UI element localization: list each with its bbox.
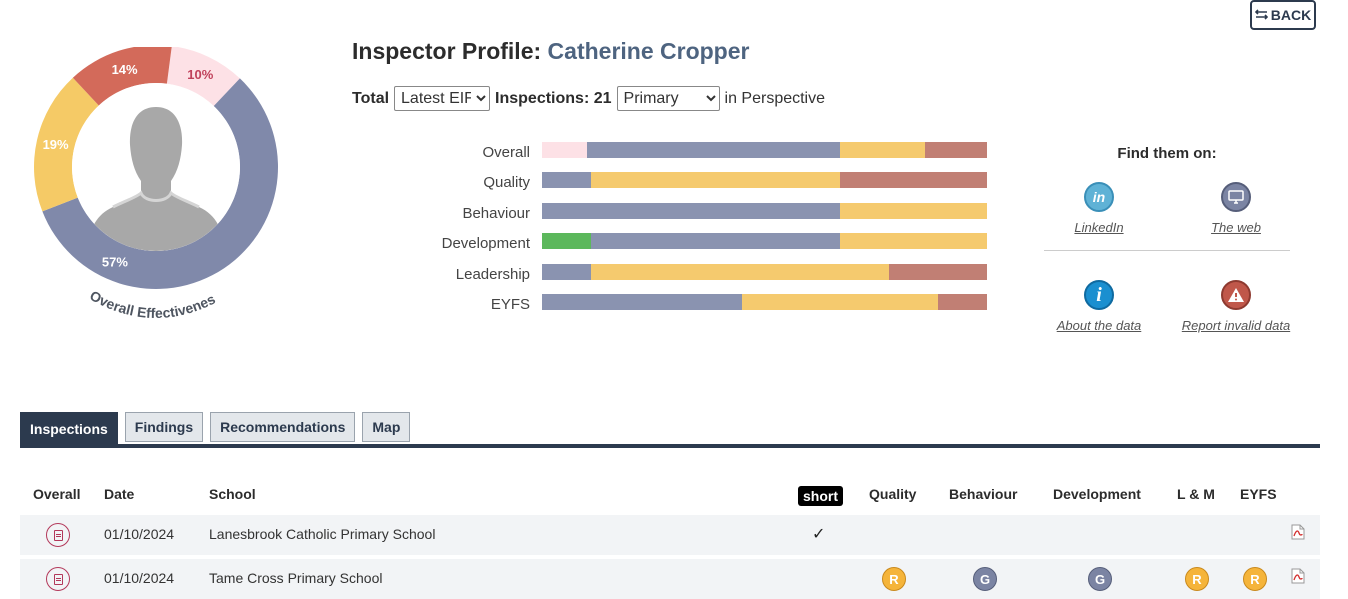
bar-segment-good: [542, 293, 743, 310]
header-date: Date: [104, 486, 135, 502]
donut-slice-label: 14%: [112, 62, 138, 77]
perspective-row-label: Quality: [483, 174, 530, 192]
overall-effectiveness-donut: 10%57%19%14% Overall Effectiveness: [29, 34, 279, 347]
bar-segment-good: [542, 202, 841, 219]
behaviour-grade-badge: G: [973, 567, 997, 591]
bar-segment-ri: [840, 142, 925, 158]
header-school: School: [209, 486, 256, 502]
avatar: [87, 107, 225, 251]
swap-arrows-icon: [1254, 7, 1268, 23]
bar-segment-ri: [590, 263, 890, 280]
bar-segment-ri: [590, 172, 841, 189]
linkedin-link[interactable]: in LinkedIn: [1044, 182, 1154, 238]
find-divider: [1044, 250, 1290, 251]
pdf-icon[interactable]: [1291, 524, 1305, 540]
linkedin-label[interactable]: LinkedIn: [1074, 220, 1124, 235]
header-quality: Quality: [869, 486, 917, 502]
eyfs-grade-badge: R: [1243, 567, 1267, 591]
perspective-bar: [542, 142, 987, 158]
back-button[interactable]: BACK: [1250, 0, 1316, 30]
quality-grade-badge: R: [882, 567, 906, 591]
perspective-row-label: EYFS: [490, 295, 530, 313]
info-icon: i: [1084, 280, 1114, 310]
report-invalid-link[interactable]: Report invalid data: [1181, 280, 1291, 336]
development-grade-badge: G: [1088, 567, 1112, 591]
tab-findings[interactable]: Findings: [124, 412, 204, 442]
bar-segment-good: [586, 142, 841, 158]
perspective-bar: [542, 293, 987, 310]
web-label[interactable]: The web: [1211, 220, 1261, 235]
report-invalid-label[interactable]: Report invalid data: [1181, 318, 1291, 333]
about-data-label[interactable]: About the data: [1056, 318, 1142, 333]
row-date: 01/10/2024: [104, 526, 175, 542]
bar-segment-inadequate: [938, 293, 987, 310]
row-school[interactable]: Tame Cross Primary School: [209, 570, 383, 586]
eif-select[interactable]: Latest EIF: [394, 86, 491, 111]
tab-map[interactable]: Map: [362, 412, 411, 442]
back-label: BACK: [1270, 7, 1312, 23]
perspective-bar: [542, 172, 987, 189]
donut-slice: [42, 78, 278, 289]
table-row[interactable]: 01/10/2024 Tame Cross Primary School R G…: [20, 559, 1320, 599]
perspective-row-label: Behaviour: [462, 204, 530, 222]
bar-segment-good: [590, 233, 841, 250]
perspective-suffix: in Perspective: [724, 89, 826, 107]
filter-controls: Total Latest EIF Inspections: 21 Primary…: [352, 86, 825, 111]
lm-grade-badge: R: [1185, 567, 1209, 591]
phase-select[interactable]: Primary: [616, 86, 720, 111]
perspective-bar: [542, 202, 987, 219]
row-date: 01/10/2024: [104, 570, 175, 586]
donut-slice-label: 19%: [43, 137, 69, 152]
bar-segment-good: [542, 263, 591, 280]
linkedin-icon: in: [1084, 182, 1114, 212]
donut-slice: [34, 77, 99, 212]
header-short-badge: short: [798, 486, 843, 506]
donut-slice: [166, 46, 240, 107]
warning-icon: [1221, 280, 1251, 310]
header-behaviour: Behaviour: [949, 486, 1018, 502]
bar-segment-inadequate: [924, 142, 987, 158]
header-lm: L & M: [1177, 486, 1215, 502]
bar-segment-ri: [840, 233, 987, 250]
donut-slice-label: 10%: [187, 67, 213, 82]
donut-slice-label: 57%: [102, 254, 128, 269]
report-doc-icon[interactable]: [46, 523, 70, 547]
tab-underline: [20, 444, 1320, 448]
header-development: Development: [1053, 486, 1141, 502]
tab-bar: Inspections Findings Recommendations Map: [20, 412, 411, 446]
title-prefix: Inspector Profile:: [352, 38, 542, 64]
bar-segment-ri: [840, 202, 987, 219]
bar-segment-inadequate: [889, 263, 987, 280]
perspective-row-label: Overall: [482, 144, 530, 161]
monitor-icon: [1221, 182, 1251, 212]
report-doc-icon[interactable]: [46, 567, 70, 591]
header-eyfs: EYFS: [1240, 486, 1277, 502]
perspective-bar: [542, 263, 987, 280]
inspector-name: Catherine Cropper: [547, 38, 750, 64]
row-school[interactable]: Lanesbrook Catholic Primary School: [209, 526, 436, 542]
short-check-icon: ✓: [812, 526, 826, 543]
bar-segment-outstanding: [542, 233, 591, 250]
web-link[interactable]: The web: [1181, 182, 1291, 238]
bar-segment-good: [542, 172, 591, 189]
perspective-row-label: Leadership: [455, 265, 530, 283]
bar-segment-inadequate: [840, 172, 987, 189]
total-label: Total: [352, 89, 390, 107]
perspective-row-label: Development: [441, 235, 530, 253]
header-overall: Overall: [33, 486, 81, 502]
bar-segment-ri: [742, 293, 939, 310]
page-title: Inspector Profile: Catherine Cropper: [352, 38, 749, 65]
donut-slice: [72, 45, 172, 106]
tab-recommendations[interactable]: Recommendations: [210, 412, 356, 442]
perspective-bar: [542, 233, 987, 250]
about-data-link[interactable]: i About the data: [1044, 280, 1154, 336]
inspections-count: Inspections: 21: [495, 89, 612, 107]
bar-segment-pink: [542, 142, 587, 158]
table-row[interactable]: 01/10/2024 Lanesbrook Catholic Primary S…: [20, 515, 1320, 555]
pdf-icon[interactable]: [1291, 568, 1305, 584]
tab-inspections[interactable]: Inspections: [20, 412, 118, 446]
find-title: Find them on:: [1117, 145, 1217, 162]
